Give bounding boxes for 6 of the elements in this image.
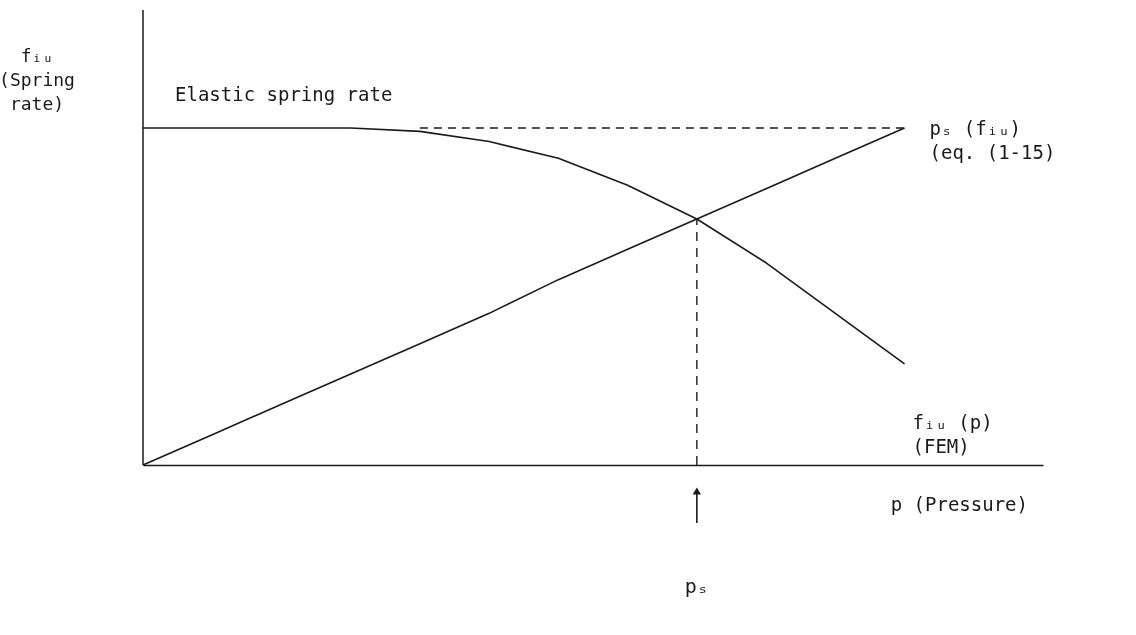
y-axis-title: fᵢᵤ (Spring rate) xyxy=(0,45,75,114)
series-label: pₛ (fᵢᵤ) (eq. (1-15) xyxy=(929,117,1056,163)
text: Elastic spring rate xyxy=(175,83,393,105)
text: fᵢᵤ (p) (FEM) xyxy=(912,410,993,457)
text: pₛ xyxy=(684,574,709,598)
x-axis-title: p (Pressure) xyxy=(890,493,1028,515)
